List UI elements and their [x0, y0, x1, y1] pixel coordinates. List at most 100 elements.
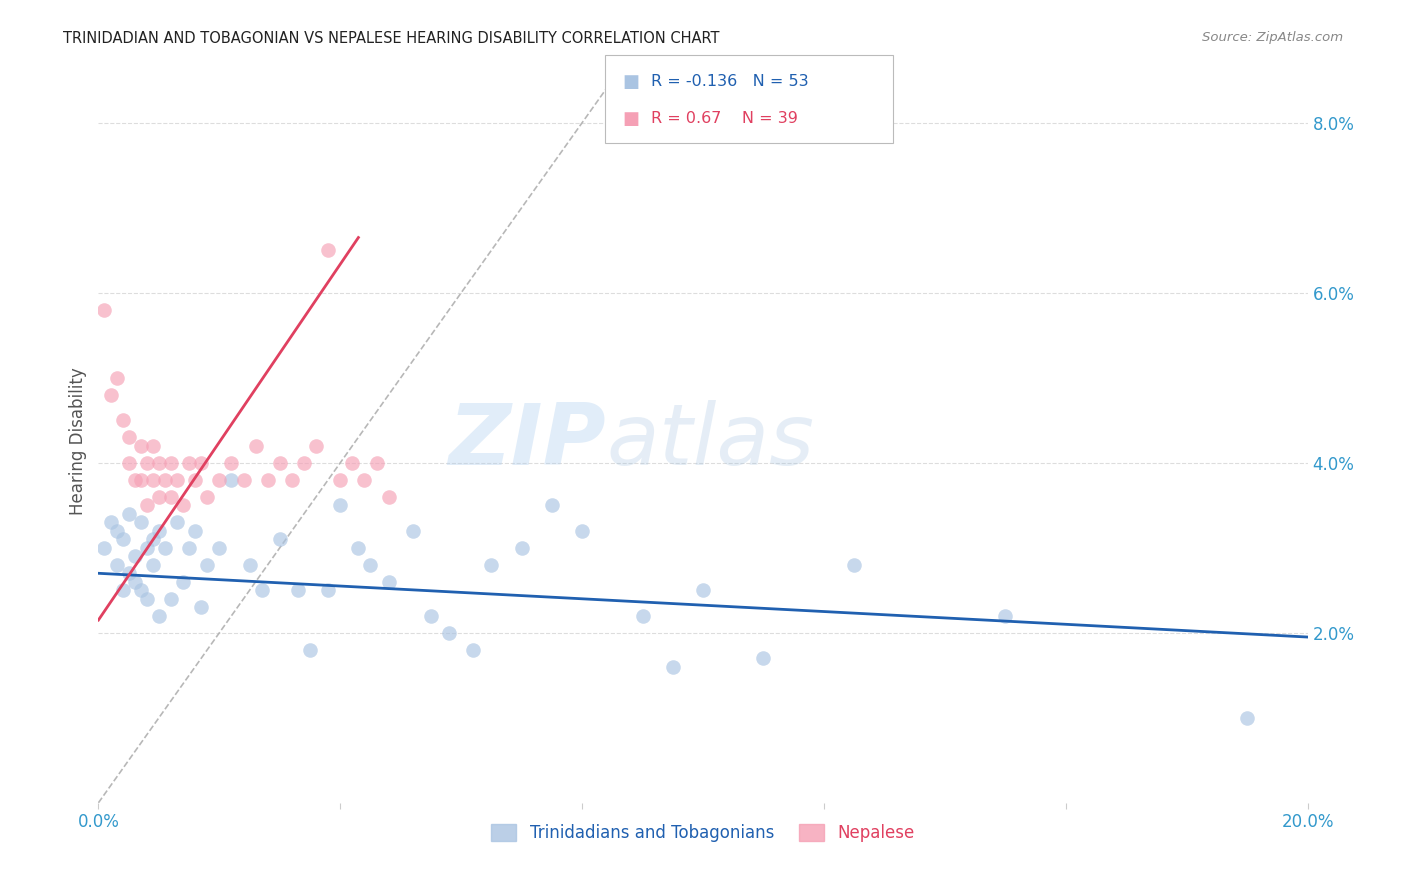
Point	[571, 524, 593, 538]
Point	[166, 516, 188, 530]
Text: ■: ■	[623, 110, 640, 128]
Point	[329, 498, 352, 512]
Point	[287, 583, 309, 598]
Point	[377, 490, 399, 504]
Point	[118, 430, 141, 444]
Point	[105, 524, 128, 538]
Point	[166, 473, 188, 487]
Point	[256, 473, 278, 487]
Point	[160, 490, 183, 504]
Point	[195, 490, 218, 504]
Point	[299, 642, 322, 657]
Point	[135, 541, 157, 555]
Point	[148, 490, 170, 504]
Point	[105, 558, 128, 572]
Point	[118, 456, 141, 470]
Point	[135, 591, 157, 606]
Point	[124, 473, 146, 487]
Point	[208, 473, 231, 487]
Point	[360, 558, 382, 572]
Point	[540, 498, 562, 512]
Point	[437, 625, 460, 640]
Y-axis label: Hearing Disability: Hearing Disability	[69, 368, 87, 516]
Text: ZIP: ZIP	[449, 400, 606, 483]
Point	[316, 244, 339, 258]
Point	[124, 549, 146, 564]
Point	[377, 574, 399, 589]
Point	[153, 541, 176, 555]
Point	[316, 583, 339, 598]
Point	[118, 566, 141, 581]
Point	[135, 498, 157, 512]
Point	[111, 583, 134, 598]
Point	[172, 498, 194, 512]
Point	[179, 541, 201, 555]
Point	[118, 507, 141, 521]
Point	[1236, 711, 1258, 725]
Point	[481, 558, 503, 572]
Point	[153, 473, 176, 487]
Text: Source: ZipAtlas.com: Source: ZipAtlas.com	[1202, 31, 1343, 45]
Point	[184, 473, 207, 487]
Point	[148, 524, 170, 538]
Point	[245, 439, 267, 453]
Point	[111, 533, 134, 547]
Point	[190, 600, 212, 615]
Point	[510, 541, 533, 555]
Point	[844, 558, 866, 572]
Point	[160, 456, 183, 470]
Point	[250, 583, 273, 598]
Point	[232, 473, 254, 487]
Point	[100, 388, 122, 402]
Point	[239, 558, 262, 572]
Point	[208, 541, 231, 555]
Point	[190, 456, 212, 470]
Point	[129, 516, 152, 530]
Point	[269, 533, 291, 547]
Point	[179, 456, 201, 470]
Point	[221, 473, 243, 487]
Point	[752, 651, 775, 665]
Point	[269, 456, 291, 470]
Point	[281, 473, 304, 487]
Text: R = 0.67    N = 39: R = 0.67 N = 39	[651, 112, 797, 126]
Point	[105, 371, 128, 385]
Point	[692, 583, 714, 598]
Point	[172, 574, 194, 589]
Point	[463, 642, 485, 657]
Point	[142, 473, 165, 487]
Point	[366, 456, 388, 470]
Point	[342, 456, 364, 470]
Point	[631, 608, 654, 623]
Point	[111, 413, 134, 427]
Point	[135, 456, 157, 470]
Text: R = -0.136   N = 53: R = -0.136 N = 53	[651, 74, 808, 89]
Point	[420, 608, 443, 623]
Point	[329, 473, 352, 487]
Point	[93, 302, 115, 317]
Point	[221, 456, 243, 470]
Point	[195, 558, 218, 572]
Point	[184, 524, 207, 538]
Point	[160, 591, 183, 606]
Point	[994, 608, 1017, 623]
Point	[124, 574, 146, 589]
Legend: Trinidadians and Tobagonians, Nepalese: Trinidadians and Tobagonians, Nepalese	[485, 817, 921, 848]
Point	[292, 456, 315, 470]
Point	[100, 516, 122, 530]
Point	[402, 524, 425, 538]
Point	[353, 473, 375, 487]
Point	[661, 660, 683, 674]
Point	[305, 439, 328, 453]
Point	[142, 439, 165, 453]
Point	[142, 533, 165, 547]
Point	[129, 439, 152, 453]
Text: ■: ■	[623, 73, 640, 91]
Point	[148, 608, 170, 623]
Point	[93, 541, 115, 555]
Point	[129, 583, 152, 598]
Point	[129, 473, 152, 487]
Text: TRINIDADIAN AND TOBAGONIAN VS NEPALESE HEARING DISABILITY CORRELATION CHART: TRINIDADIAN AND TOBAGONIAN VS NEPALESE H…	[63, 31, 720, 46]
Point	[347, 541, 370, 555]
Text: atlas: atlas	[606, 400, 814, 483]
